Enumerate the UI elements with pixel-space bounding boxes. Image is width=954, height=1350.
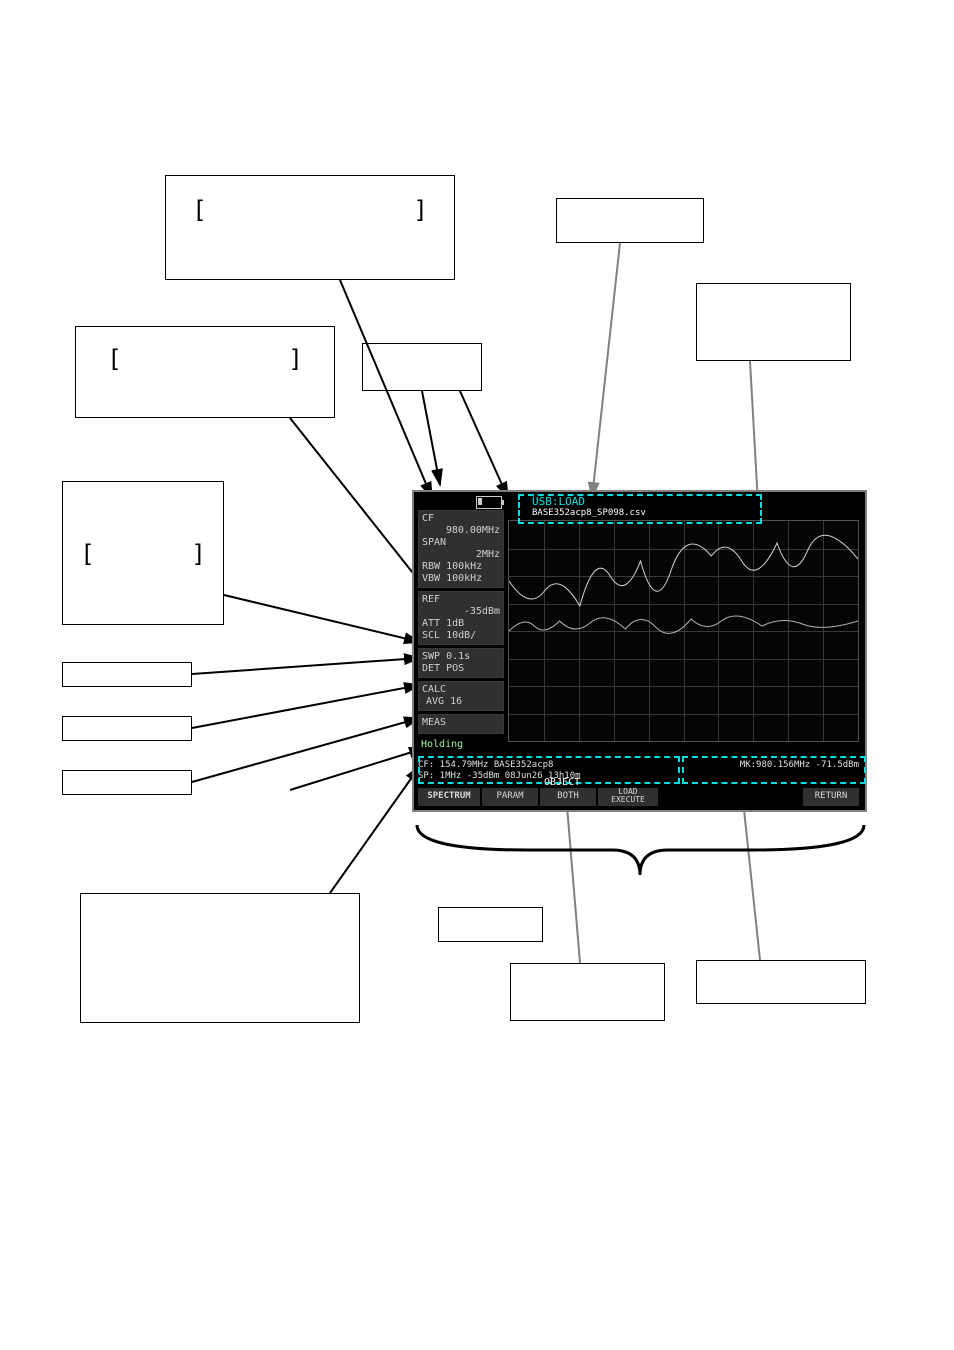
callout-calc bbox=[62, 716, 192, 741]
callout-hold bbox=[248, 633, 264, 649]
menu-load-execute[interactable]: LOAD EXECUTE bbox=[598, 788, 658, 806]
calc-label: CALC bbox=[422, 684, 500, 696]
cf-value: 980.00MHz bbox=[422, 525, 500, 537]
meas-label: MEAS bbox=[422, 717, 500, 729]
callout-fkeys bbox=[80, 893, 360, 1023]
scl-text: SCL 10dB/ bbox=[422, 630, 500, 642]
callout-marker bbox=[696, 960, 866, 1004]
span-label: SPAN bbox=[422, 537, 500, 549]
sidebar-panel: CF 980.00MHz SPAN 2MHz RBW 100kHz VBW 10… bbox=[418, 496, 504, 753]
dashed-bottom-right bbox=[682, 756, 866, 784]
filename-label: BASE352acp8_SP098.csv bbox=[532, 508, 646, 518]
swp-block: SWP 0.1s DET POS bbox=[418, 648, 504, 678]
span-value: 2MHz bbox=[422, 549, 500, 561]
spectrum-graph bbox=[508, 520, 859, 742]
freq-block: CF 980.00MHz SPAN 2MHz RBW 100kHz VBW 10… bbox=[418, 510, 504, 588]
callout-rbwvbw: [ ] bbox=[62, 481, 224, 625]
callout-level: [ ] bbox=[75, 326, 335, 418]
ref-value: -35dBm bbox=[422, 606, 500, 618]
menu-spectrum[interactable]: SPECTRUM bbox=[418, 788, 480, 806]
object-label: OBJECT bbox=[544, 777, 580, 788]
curly-brace bbox=[412, 820, 870, 890]
swp-text: SWP 0.1s bbox=[422, 651, 500, 663]
menu-param[interactable]: PARAM bbox=[482, 788, 538, 806]
det-text: DET POS bbox=[422, 663, 500, 675]
rbw-text: RBW 100kHz bbox=[422, 561, 500, 573]
callout-meas bbox=[62, 770, 192, 795]
calc-block: CALC AVG 16 bbox=[418, 681, 504, 711]
callout-p3031 bbox=[362, 343, 482, 391]
callout-freq: [ ] bbox=[165, 175, 455, 280]
callout-funckey bbox=[438, 907, 543, 942]
usb-load-label: USB:LOAD bbox=[532, 495, 585, 508]
menu-both[interactable]: BOTH bbox=[540, 788, 596, 806]
callout-trigger bbox=[62, 662, 192, 687]
cf-label: CF bbox=[422, 513, 500, 525]
vbw-text: VBW 100kHz bbox=[422, 573, 500, 585]
level-block: REF -35dBm ATT 1dB SCL 10dB/ bbox=[418, 591, 504, 645]
menu-return[interactable]: RETURN bbox=[803, 788, 859, 806]
ref-label: REF bbox=[422, 594, 500, 606]
calc-avg: AVG 16 bbox=[422, 696, 500, 708]
function-menu: SPECTRUM PARAM BOTH LOAD EXECUTE RETURN bbox=[418, 788, 859, 806]
callout-loadedinfo bbox=[510, 963, 665, 1021]
callout-savemode bbox=[556, 198, 704, 243]
att-text: ATT 1dB bbox=[422, 618, 500, 630]
analyzer-screenshot: CF 980.00MHz SPAN 2MHz RBW 100kHz VBW 10… bbox=[412, 490, 867, 812]
meas-block: MEAS bbox=[418, 714, 504, 734]
holding-label: Holding bbox=[418, 737, 504, 753]
trace-svg bbox=[509, 521, 858, 741]
callout-loadedspectrum bbox=[696, 283, 851, 361]
